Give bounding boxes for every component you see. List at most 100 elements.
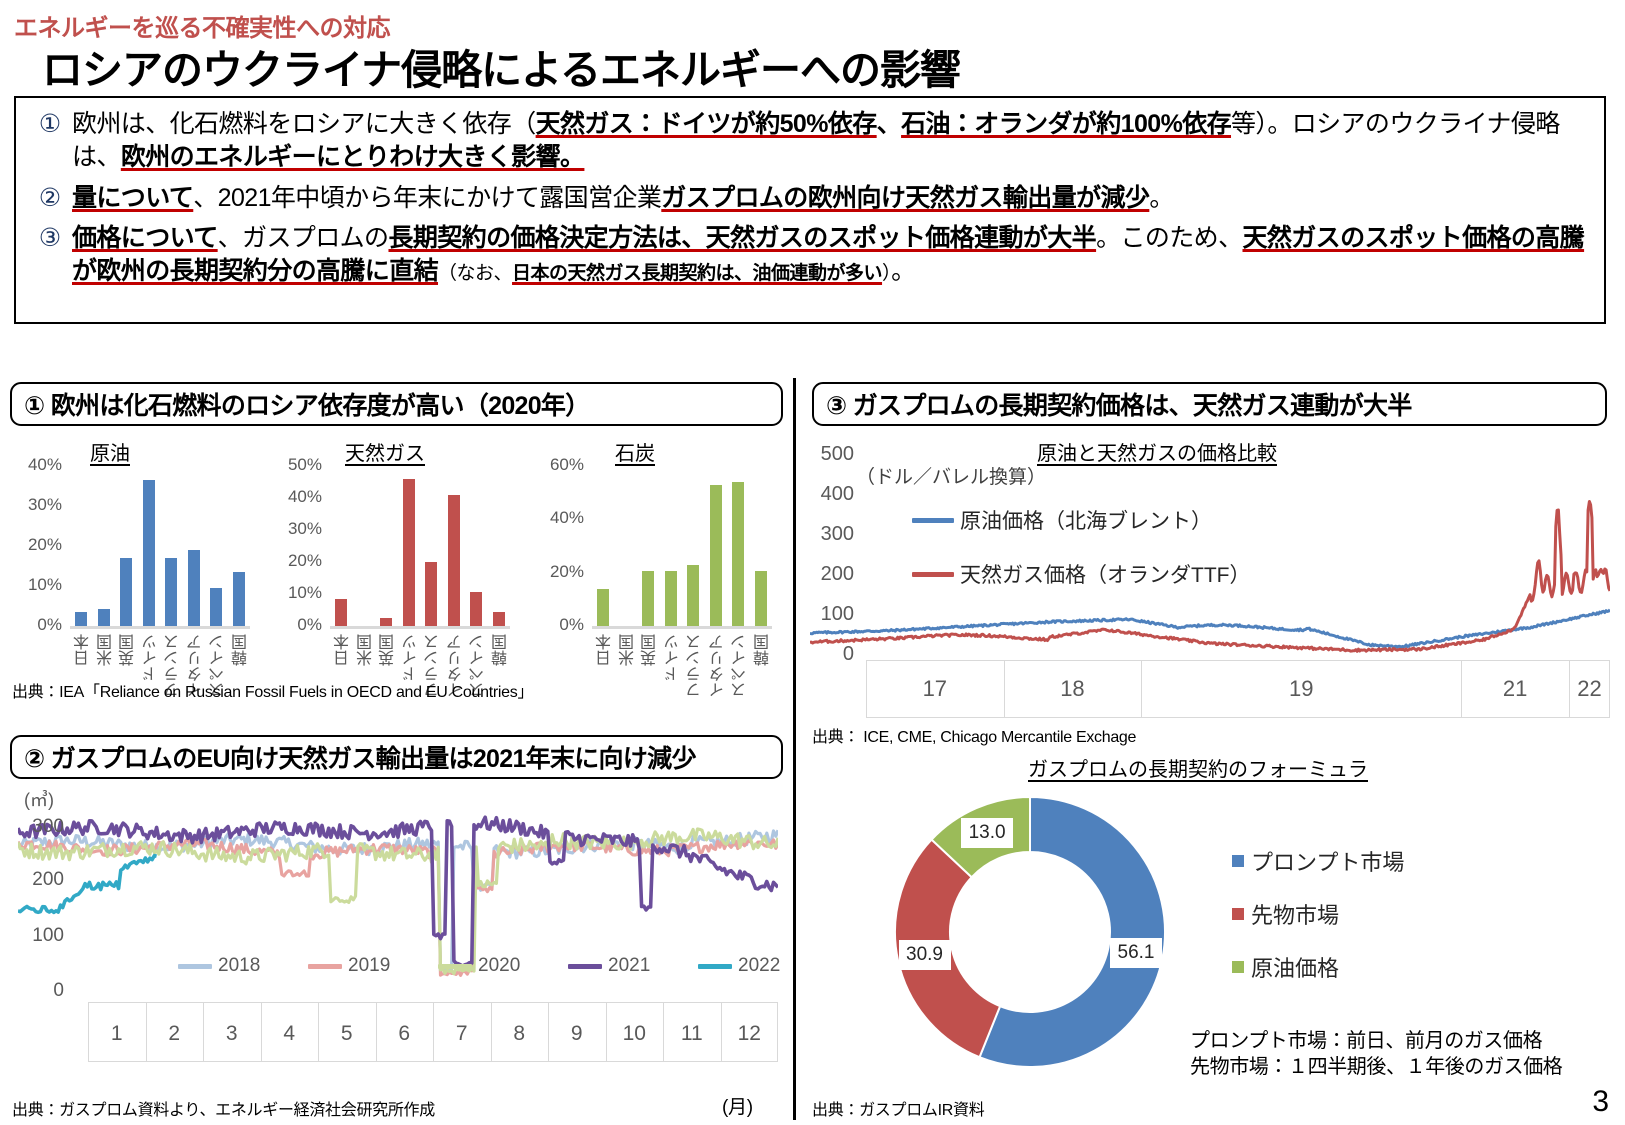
bar-chart-y-tick: 20% [27,535,62,554]
bar [142,480,155,626]
bar-chart-title: 天然ガス [345,443,425,465]
gas-export-series-2021 [18,815,778,968]
bar [492,611,505,626]
bar-chart-category-label: 英国 [380,634,398,666]
bullet-segment: 量について [72,183,194,212]
panel-2-month-unit: (月) [722,1097,753,1118]
donut-legend-item: 先物市場 [1232,898,1339,930]
legend-swatch [438,963,472,969]
price-x-axis-gridline [1003,660,1005,718]
slide-kicker: エネルギーを巡る不確実性への対応 [14,15,391,42]
formula-donut-chart [880,782,1180,1082]
price-y-tick: 200 [820,563,854,585]
bar-chart-category-label: 日本 [75,634,93,666]
price-x-axis-box [866,660,1610,718]
legend-swatch [1232,855,1244,867]
gas-x-axis-tick: 12 [737,1022,761,1045]
bullet-row: ① 欧州は、化石燃料をロシアに大きく依存（天然ガス：ドイツが約50%依存、石油：オ… [28,108,1592,175]
bar-chart-baseline [70,626,250,629]
bullet-segment: 等） [1231,110,1268,138]
bar [447,494,460,626]
bar [664,571,677,626]
bullet-segment: 天然ガスのスポット価格の高騰が欧州の長期契約分の高騰に直結 [72,223,1585,285]
bullet-number: ③ [38,223,62,252]
gas-x-axis-gridline [663,1002,664,1062]
legend-label: 先物市場 [1251,903,1340,928]
legend-label: 2019 [348,955,391,976]
gas-x-axis-tick: 7 [455,1022,468,1045]
gas-export-svg [18,815,778,977]
bar-chart-title: 原油 [90,443,130,465]
bullet-segment: ガスプロムの欧州向け天然ガス輸出量が減少 [661,183,1150,212]
bar [425,562,438,626]
gas-export-y-tick: 100 [32,925,64,946]
page-title: ロシアのウクライナ侵略によるエネルギーへの影響 [42,47,961,93]
gas-x-axis-tick: 11 [680,1022,703,1045]
gas-export-y-tick: 0 [53,980,64,1001]
donut-slice [978,795,1166,1068]
gas-x-axis-tick: 6 [398,1022,411,1045]
price-y-tick: 100 [820,603,854,625]
bar-chart-title: 石炭 [615,443,655,465]
gas-export-series-2019 [18,837,778,977]
legend-swatch [912,571,954,577]
bar-chart-y-tick: 20% [287,551,322,570]
gas-x-axis-tick: 3 [225,1022,238,1045]
gas-x-axis-gridline [145,1002,147,1062]
bullet-segment: 。ロシアのウクライナ侵略は、 [72,110,1560,172]
price-x-axis-tick: 19 [1288,676,1314,701]
gas-legend-item: 2020 [438,955,520,977]
legend-label: 原油価格（北海ブレント） [960,510,1212,533]
bar-chart-y-tick: 50% [287,455,322,474]
price-x-axis-gridline [1569,660,1571,718]
panel-2-source: 出典：ガスプロム資料より、エネルギー経済社会研究所作成 [12,1102,435,1119]
legend-swatch [698,963,732,969]
bar-chart-y-tick: 40% [287,487,322,506]
bar [402,478,415,626]
price-legend-item: 天然ガス価格（オランダTTF） [912,559,1250,589]
gas-x-axis-gridline [605,1002,607,1062]
bar-chart-y-tick: 10% [27,575,62,594]
panel-2-title: ② ガスプロムのEU向け天然ガス輸出量は2021年末に向け減少 [10,735,783,779]
price-x-axis-gridline [1141,660,1143,718]
price-x-axis-tick: 17 [922,676,948,701]
gas-x-axis-gridline [433,1002,434,1062]
legend-swatch [912,517,954,523]
bullet-segment: 。このため、 [1096,223,1243,252]
price-comparison-chart [810,455,1610,665]
gas-x-axis-gridline [720,1002,722,1062]
gas-x-axis-tick: 4 [283,1022,296,1045]
bullet-segment: 、 [876,110,902,138]
column-divider [793,378,796,1120]
legend-swatch [1232,961,1244,973]
bullet-segment: 。 [1149,183,1174,212]
legend-label: 天然ガス価格（オランダTTF） [960,564,1251,587]
bullet-text: 価格について、ガスプロムの長期契約の価格決定方法は、天然ガスのスポット価格連動が… [72,222,1592,289]
bullet-segment: 。 [891,257,916,285]
price-x-axis-tick: 18 [1060,676,1085,701]
donut-legend-item: プロンプト市場 [1232,845,1404,877]
donut-svg [894,795,1166,1068]
page-number: 3 [1592,1085,1609,1118]
bar-chart-y-tick: 20% [549,561,584,581]
panel-1-title: ① 欧州は化石燃料のロシア依存度が高い（2020年） [10,382,783,426]
bar [687,564,700,626]
donut-value-label: 30.9 [898,940,951,971]
bar-chart-category-label: 米国 [619,634,637,666]
gas-x-axis-tick: 10 [622,1022,646,1045]
gas-x-axis-gridline [260,1002,262,1062]
bar [380,618,393,626]
bar-chart-category-label: 韓国 [492,634,510,666]
bar [165,558,178,626]
bullet-text: 欧州は、化石燃料をロシアに大きく依存（天然ガス：ドイツが約50%依存、石油：オラ… [72,108,1592,175]
bar [120,558,133,626]
gas-legend-item: 2021 [568,955,650,977]
bar-chart-category-label: ドイツ [402,634,420,682]
legend-label: 2021 [608,955,651,976]
gas-export-series-2022 [18,853,157,915]
donut-legend-item: 原油価格 [1232,951,1339,983]
panel-1-source: 出典：IEA「Reliance on Russian Fossil Fuels … [12,684,534,701]
price-chart-svg [810,500,1610,653]
bar-chart-category-label: 韓国 [754,634,772,666]
bar [187,550,200,626]
